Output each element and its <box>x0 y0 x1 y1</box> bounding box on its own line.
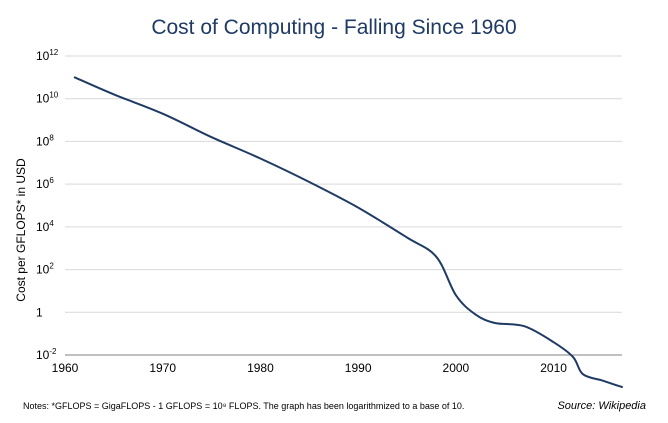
y-tick-label: 106 <box>36 176 54 191</box>
x-tick-labels: 1960 1970 1980 1990 2000 2010 <box>52 361 568 375</box>
y-axis-label-text: Cost per GFLOPS* in USD <box>14 158 28 302</box>
y-tick-label: 1012 <box>36 48 59 63</box>
x-tick-label: 1970 <box>149 361 176 375</box>
x-tick-label: 2010 <box>540 361 567 375</box>
series-layer <box>73 76 623 388</box>
y-tick-label: 104 <box>36 219 54 234</box>
x-tick-label: 1960 <box>52 361 79 375</box>
x-tick-label: 1990 <box>345 361 372 375</box>
y-tick-label: 108 <box>36 133 54 148</box>
y-tick-label: 1010 <box>36 91 59 106</box>
footnote: Notes: *GFLOPS = GigaFLOPS - 1 GFLOPS = … <box>23 401 465 411</box>
source-credit: Source: Wikipedia <box>557 400 646 412</box>
gridlines <box>65 55 622 356</box>
y-tick-label: 102 <box>36 262 54 277</box>
chart-title: Cost of Computing - Falling Since 1960 <box>151 16 517 39</box>
y-tick-label: 10-2 <box>36 347 57 362</box>
x-tick-label: 2000 <box>443 361 470 375</box>
y-tick-labels: 1012 1010 108 106 104 102 1 10-2 <box>36 48 59 362</box>
y-tick-label: 1 <box>36 305 43 319</box>
x-tick-label: 1980 <box>247 361 274 375</box>
series-line-0 <box>73 76 623 388</box>
